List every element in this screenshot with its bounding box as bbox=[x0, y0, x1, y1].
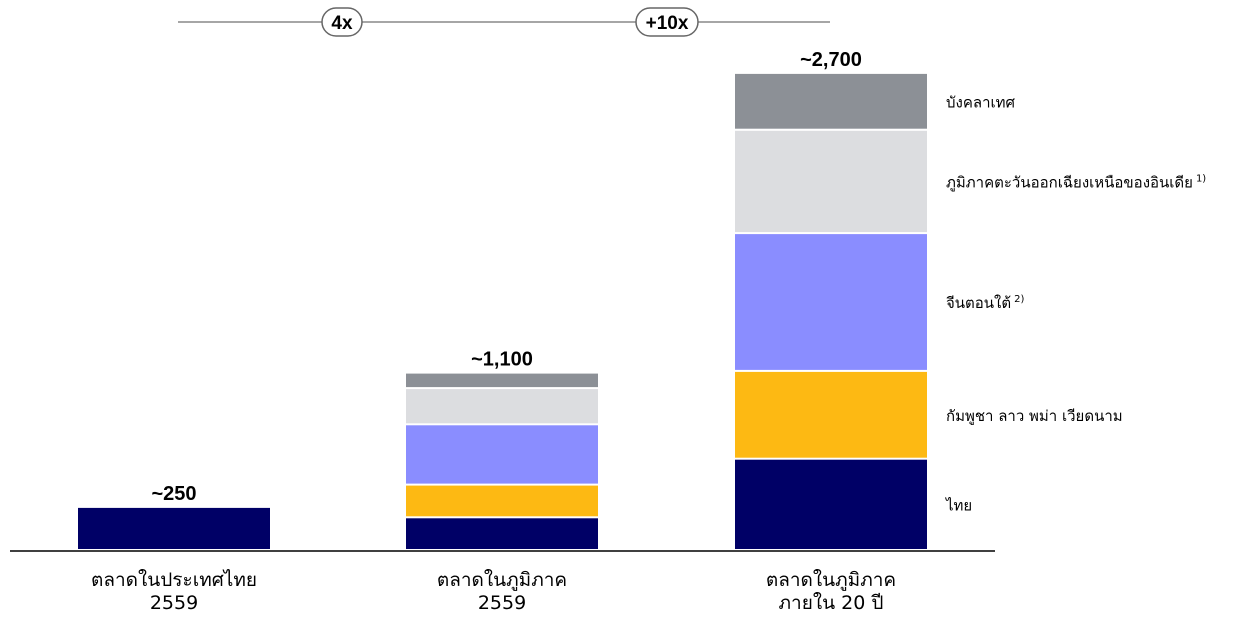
legend-label: จีนตอนใต้ 2) bbox=[946, 294, 1025, 312]
legend-label: ไทย bbox=[945, 496, 972, 514]
totals-layer: ~250 ~1,100 ~2,700 bbox=[151, 49, 861, 505]
growth-multipliers: 4x +10x bbox=[178, 7, 830, 37]
total-label: ~1,100 bbox=[471, 349, 533, 371]
category-sublabel: 2559 bbox=[478, 592, 526, 614]
category-label: ตลาดในภูมิภาค bbox=[766, 569, 896, 591]
bar-segment bbox=[406, 485, 598, 517]
bar-segment bbox=[406, 518, 598, 549]
multiplier-label: +10x bbox=[646, 13, 689, 34]
bar-segment bbox=[406, 425, 598, 484]
legend-label: กัมพูชา ลาว พม่า เวียดนาม bbox=[946, 407, 1123, 425]
bar-segment bbox=[406, 373, 598, 388]
category-sublabel: ภายใน 20 ปี bbox=[779, 592, 884, 614]
legend-label: บังคลาเทศ bbox=[946, 93, 1016, 111]
category-labels: ตลาดในประเทศไทย2559ตลาดในภูมิภาค2559ตลาด… bbox=[91, 569, 896, 614]
bar-segment bbox=[78, 507, 270, 549]
legend: ไทย กัมพูชา ลาว พม่า เวียดนาม จีนตอนใต้ 2) ภ… bbox=[945, 93, 1206, 514]
bar-segment bbox=[735, 371, 927, 458]
bar-segment bbox=[735, 130, 927, 233]
multiplier-badge bbox=[635, 7, 699, 37]
total-label: ~250 bbox=[151, 483, 196, 505]
bars-layer bbox=[78, 73, 927, 549]
category-label: ตลาดในประเทศไทย bbox=[91, 569, 257, 591]
bar-segment bbox=[406, 389, 598, 424]
bar-segment bbox=[735, 234, 927, 370]
total-label: ~2,700 bbox=[800, 49, 862, 71]
multiplier-badge bbox=[321, 7, 363, 37]
bar-segment bbox=[735, 73, 927, 129]
multiplier-label: 4x bbox=[331, 13, 353, 34]
category-sublabel: 2559 bbox=[150, 592, 198, 614]
footnote-marker: 1) bbox=[1196, 173, 1206, 184]
bar-segment bbox=[735, 459, 927, 549]
category-label: ตลาดในภูมิภาค bbox=[437, 569, 567, 591]
legend-label: ภูมิภาคตะวันออกเฉียงเหนือของอินเดีย 1) bbox=[946, 173, 1206, 191]
footnote-marker: 2) bbox=[1014, 294, 1024, 305]
